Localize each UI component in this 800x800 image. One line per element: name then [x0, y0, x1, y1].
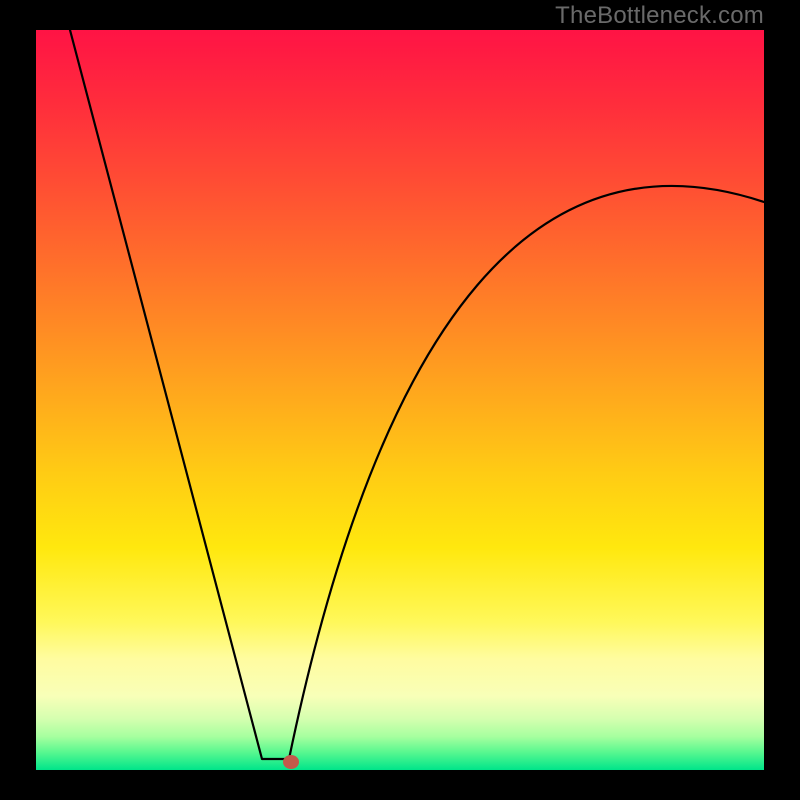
optimal-point-marker — [283, 755, 299, 769]
curve-path — [70, 30, 764, 759]
watermark-text: TheBottleneck.com — [555, 2, 764, 30]
bottleneck-curve — [36, 30, 764, 770]
plot-area — [36, 30, 764, 770]
